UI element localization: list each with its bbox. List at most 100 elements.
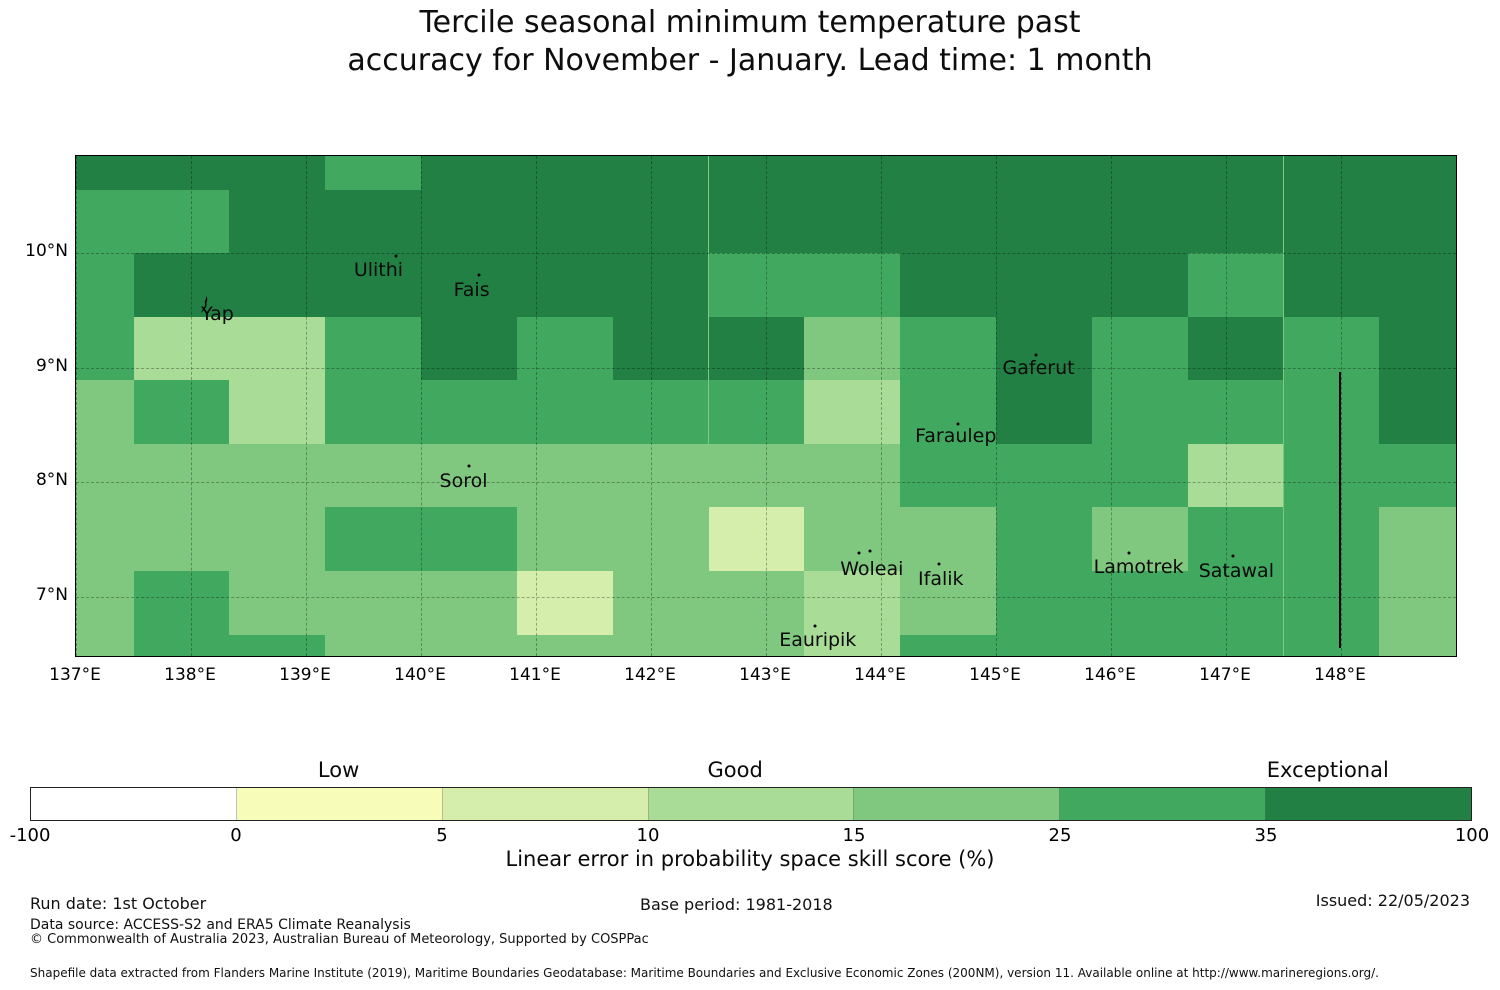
heatmap-cell (804, 156, 901, 190)
heatmap-cell (76, 443, 134, 508)
heatmap-cell (133, 443, 230, 508)
island-marker-dot (956, 422, 960, 426)
heatmap-cell (1379, 443, 1456, 508)
heatmap-cell (516, 507, 613, 572)
graticule-meridian (766, 156, 767, 656)
graticule-meridian (536, 156, 537, 656)
colorbar-tick-label: 5 (436, 825, 448, 846)
heatmap-cell (804, 634, 901, 656)
heatmap-cell (708, 253, 805, 317)
x-tick-label: 142°E (624, 665, 676, 685)
x-tick-label: 141°E (509, 665, 561, 685)
colorbar-segment-10to15 (648, 788, 855, 820)
graticule-meridian (191, 156, 192, 656)
y-tick-label: 8°N (35, 470, 68, 491)
y-tick-label: 7°N (35, 584, 68, 605)
graticule-meridian (76, 156, 77, 656)
heatmap-cell (1187, 316, 1284, 381)
heatmap-cell (76, 189, 134, 254)
island-label-gaferut: Gaferut (1002, 356, 1075, 379)
colorbar-segment-25to35 (1060, 788, 1267, 820)
island-label-yap: Yap (201, 302, 234, 325)
heatmap-cell (325, 156, 421, 190)
island-marker-dot (868, 549, 872, 553)
heatmap-cell (229, 507, 326, 572)
eez-boundary-line (1338, 372, 1341, 648)
colorbar-header-exceptional: Exceptional (1266, 758, 1389, 782)
run-date-text: Run date: 1st October (30, 894, 207, 913)
heatmap-cell (229, 156, 326, 190)
heatmap-cell (516, 316, 613, 381)
heatmap-cell (1187, 253, 1284, 317)
heatmap-cell (804, 571, 901, 635)
island-label-fais: Fais (453, 278, 490, 301)
heatmap-cell (1379, 156, 1456, 190)
heatmap-cell (76, 156, 134, 190)
heatmap-cell (421, 634, 517, 656)
heatmap-cell (708, 634, 805, 656)
heatmap-cell (325, 380, 421, 444)
heatmap-cell (1187, 380, 1284, 444)
island-label-satawal: Satawal (1198, 560, 1274, 583)
heatmap-cell (325, 253, 421, 317)
heatmap-cell (1283, 634, 1380, 656)
heatmap-cell (325, 189, 421, 254)
issued-date-text: Issued: 22/05/2023 (1315, 891, 1470, 910)
graticule-meridian (306, 156, 307, 656)
graticule-parallel (76, 253, 1456, 255)
island-marker-dot (394, 254, 398, 258)
colorbar-caption: Linear error in probability space skill … (505, 847, 995, 871)
island-label-eauripik: Eauripik (779, 628, 857, 651)
heatmap-cell (612, 189, 709, 254)
heatmap-cell (516, 156, 613, 190)
heatmap-cell (708, 316, 805, 381)
heatmap-cell (804, 253, 901, 317)
yap-island-shape (200, 294, 208, 313)
graticule-meridian (421, 156, 422, 656)
island-marker-dot (477, 273, 480, 277)
heatmap-cell (421, 380, 517, 444)
x-tick-label: 148°E (1314, 665, 1366, 685)
heatmap-cell (1187, 571, 1284, 635)
heatmap-cell (1283, 253, 1380, 317)
data-source-text: Data source: ACCESS-S2 and ERA5 Climate … (30, 917, 411, 933)
heatmap-cell (421, 253, 517, 317)
chart-title-line1: Tercile seasonal minimum temperature pas… (419, 5, 1081, 40)
island-marker-dot (1127, 551, 1131, 555)
graticule-meridian (996, 156, 997, 656)
heatmap-cell (1091, 316, 1188, 381)
heatmap-cell (325, 634, 421, 656)
heatmap-cell (1379, 380, 1456, 444)
graticule-parallel (76, 367, 1456, 369)
heatmap-cell (421, 443, 517, 508)
heatmap-cell (612, 507, 709, 572)
heatmap-cell (1091, 507, 1188, 572)
heatmap-cell (229, 316, 326, 381)
heatmap-cell (133, 571, 230, 635)
heatmap-cell (996, 253, 1092, 317)
heatmap-cell (996, 507, 1092, 572)
heatmap-cell (900, 316, 996, 381)
island-marker-dot (857, 551, 861, 555)
heatmap-cell (133, 380, 230, 444)
heatmap-cell (1283, 443, 1380, 508)
heatmap-cell (76, 316, 134, 381)
heatmap-cell (1379, 507, 1456, 572)
heatmap-cell (1379, 189, 1456, 254)
island-label-sorol: Sorol (439, 469, 488, 492)
heatmap-cell (76, 571, 134, 635)
heatmap-cell (516, 571, 613, 635)
colorbar-tick-label: 100 (1454, 825, 1490, 846)
heatmap-cell (996, 443, 1092, 508)
heatmap-cell (708, 571, 805, 635)
graticule-meridian (651, 156, 652, 656)
heatmap-cell (1283, 156, 1380, 190)
heatmap-cell (612, 634, 709, 656)
x-tick-label: 144°E (854, 665, 906, 685)
heatmap-cell (612, 316, 709, 381)
heatmap-cell (1187, 189, 1284, 254)
heatmap-cell (516, 380, 613, 444)
heatmap-cell (133, 316, 230, 381)
graticule-meridian (881, 156, 882, 656)
base-period-text: Base period: 1981-2018 (640, 895, 833, 914)
